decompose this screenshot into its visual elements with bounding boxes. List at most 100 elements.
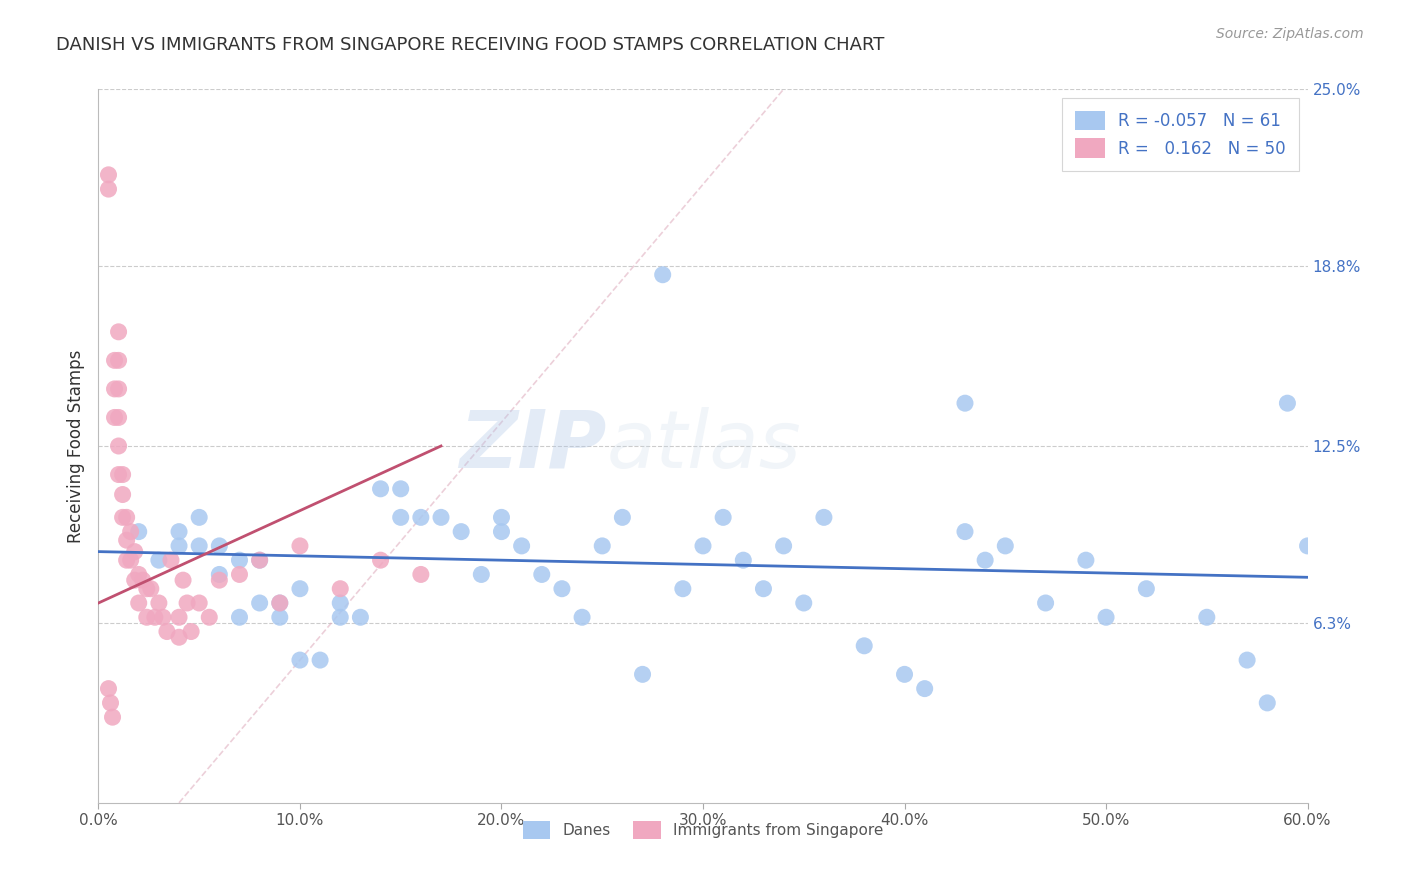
Point xyxy=(148,596,170,610)
Point xyxy=(288,653,311,667)
Point xyxy=(100,696,122,710)
Point xyxy=(591,539,613,553)
Point xyxy=(249,553,271,567)
Point xyxy=(389,482,412,496)
Point xyxy=(249,596,271,610)
Point xyxy=(571,610,593,624)
Point xyxy=(470,567,492,582)
Point xyxy=(1277,396,1299,410)
Point xyxy=(111,487,134,501)
Point xyxy=(288,539,311,553)
Text: atlas: atlas xyxy=(606,407,801,485)
Point xyxy=(672,582,695,596)
Point xyxy=(152,610,174,624)
Point xyxy=(651,268,673,282)
Point xyxy=(269,610,291,624)
Text: ZIP: ZIP xyxy=(458,407,606,485)
Point xyxy=(180,624,202,639)
Point xyxy=(107,353,129,368)
Point xyxy=(148,553,170,567)
Point xyxy=(631,667,654,681)
Point xyxy=(510,539,533,553)
Point xyxy=(249,553,271,567)
Point xyxy=(288,582,311,596)
Point xyxy=(450,524,472,539)
Point xyxy=(103,382,125,396)
Point xyxy=(228,553,250,567)
Point xyxy=(103,353,125,368)
Y-axis label: Receiving Food Stamps: Receiving Food Stamps xyxy=(66,350,84,542)
Point xyxy=(430,510,453,524)
Point xyxy=(733,553,755,567)
Point xyxy=(953,396,976,410)
Point xyxy=(530,567,553,582)
Point xyxy=(97,182,120,196)
Point xyxy=(132,573,155,587)
Point xyxy=(128,596,150,610)
Point xyxy=(329,596,352,610)
Point xyxy=(370,482,392,496)
Point xyxy=(172,573,194,587)
Point xyxy=(974,553,997,567)
Point xyxy=(208,573,231,587)
Point xyxy=(101,710,124,724)
Text: Source: ZipAtlas.com: Source: ZipAtlas.com xyxy=(1216,27,1364,41)
Point xyxy=(139,582,162,596)
Point xyxy=(128,524,150,539)
Point xyxy=(1256,696,1278,710)
Point xyxy=(228,610,250,624)
Point xyxy=(208,567,231,582)
Point xyxy=(188,510,211,524)
Text: DANISH VS IMMIGRANTS FROM SINGAPORE RECEIVING FOOD STAMPS CORRELATION CHART: DANISH VS IMMIGRANTS FROM SINGAPORE RECE… xyxy=(56,36,884,54)
Point xyxy=(1195,610,1218,624)
Point xyxy=(893,667,915,681)
Point xyxy=(167,610,190,624)
Point xyxy=(228,567,250,582)
Point xyxy=(1236,653,1258,667)
Point xyxy=(188,596,211,610)
Point xyxy=(115,510,138,524)
Point xyxy=(389,510,412,524)
Point xyxy=(103,410,125,425)
Point xyxy=(167,524,190,539)
Point xyxy=(692,539,714,553)
Point xyxy=(813,510,835,524)
Point xyxy=(1296,539,1319,553)
Point xyxy=(156,624,179,639)
Point xyxy=(160,553,183,567)
Point xyxy=(370,553,392,567)
Point xyxy=(115,553,138,567)
Point xyxy=(111,467,134,482)
Point xyxy=(711,510,734,524)
Point xyxy=(128,567,150,582)
Point xyxy=(309,653,332,667)
Point xyxy=(1035,596,1057,610)
Point xyxy=(491,524,513,539)
Point xyxy=(135,582,157,596)
Point xyxy=(107,325,129,339)
Point xyxy=(269,596,291,610)
Point xyxy=(329,610,352,624)
Point xyxy=(124,573,146,587)
Point xyxy=(1095,610,1118,624)
Point xyxy=(1135,582,1157,596)
Point xyxy=(107,467,129,482)
Point xyxy=(269,596,291,610)
Point xyxy=(349,610,371,624)
Point xyxy=(135,610,157,624)
Point xyxy=(612,510,634,524)
Point xyxy=(914,681,936,696)
Point xyxy=(953,524,976,539)
Point xyxy=(111,510,134,524)
Point xyxy=(107,410,129,425)
Point xyxy=(329,582,352,596)
Point xyxy=(793,596,815,610)
Point xyxy=(124,544,146,558)
Point xyxy=(115,533,138,548)
Point xyxy=(772,539,794,553)
Point xyxy=(167,630,190,644)
Point xyxy=(120,524,142,539)
Point xyxy=(143,610,166,624)
Legend: Danes, Immigrants from Singapore: Danes, Immigrants from Singapore xyxy=(516,815,890,845)
Point xyxy=(188,539,211,553)
